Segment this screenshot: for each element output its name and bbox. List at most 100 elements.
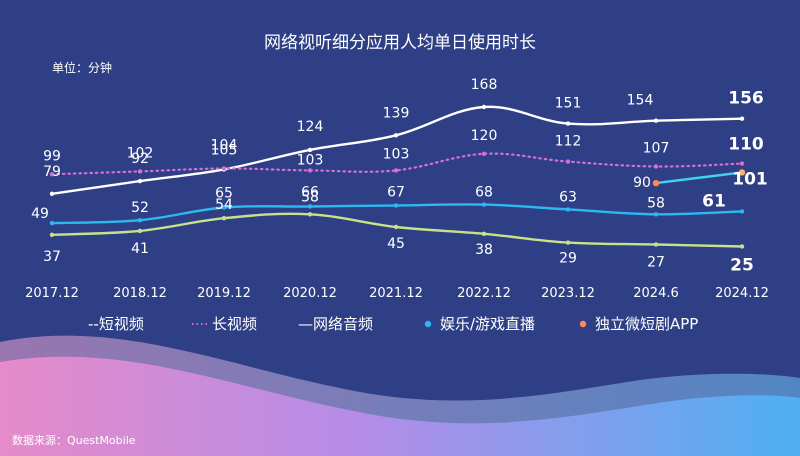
- data-label: 124: [297, 119, 324, 135]
- data-point: [137, 169, 143, 174]
- x-axis-ticks: 2017.12 2018.12 2019.12 2020.12 2021.12 2022.…: [25, 286, 769, 301]
- x-tick-label: 2018.12: [113, 286, 167, 301]
- legend-item: 独立微短剧APP: [579, 315, 698, 333]
- data-label: 38: [475, 242, 493, 258]
- data-label: 29: [559, 251, 577, 267]
- data-point: [739, 244, 745, 249]
- data-point: [393, 224, 399, 230]
- data-label: 67: [387, 185, 405, 201]
- data-label: 105: [211, 143, 238, 159]
- data-point: [49, 232, 55, 237]
- series-points: [49, 104, 746, 249]
- data-label: 168: [471, 77, 498, 93]
- data-point: [739, 209, 745, 214]
- data-point: [221, 166, 227, 171]
- data-point: [221, 216, 227, 221]
- data-point: [307, 204, 313, 209]
- x-tick-label: 2024.12: [715, 286, 769, 301]
- x-tick-label: 2019.12: [197, 286, 251, 301]
- data-label: 103: [297, 152, 324, 168]
- data-label: 66: [301, 185, 319, 201]
- x-tick-label: 2024.6: [633, 286, 679, 301]
- x-tick-label: 2023.12: [541, 286, 595, 301]
- data-label: 25: [730, 256, 754, 276]
- data-label: 58: [647, 195, 665, 211]
- data-label: 68: [475, 185, 493, 201]
- x-tick-label: 2021.12: [369, 286, 423, 301]
- data-label: 41: [131, 241, 149, 257]
- data-label: 58: [301, 189, 319, 205]
- data-point: [739, 161, 745, 166]
- data-point: [481, 151, 487, 156]
- data-label: 63: [559, 189, 577, 205]
- data-point: [307, 212, 313, 217]
- data-point: [565, 240, 571, 245]
- data-label: 65: [215, 186, 233, 202]
- series-line-1: [50, 152, 744, 176]
- data-point: [49, 220, 55, 226]
- data-label: 45: [387, 236, 405, 252]
- data-point: [137, 228, 143, 234]
- source-note: 数据来源：QuestMobile: [12, 434, 136, 447]
- data-label: 110: [728, 135, 764, 155]
- data-point: [221, 205, 227, 210]
- data-label: 90: [633, 175, 651, 191]
- data-label: 120: [471, 128, 498, 144]
- data-label: 151: [555, 96, 582, 112]
- data-label: 156: [728, 89, 764, 109]
- data-point: [565, 207, 571, 212]
- data-label: 104: [211, 137, 238, 153]
- legend-label: --短视频: [88, 315, 144, 333]
- data-label: 37: [43, 249, 61, 265]
- data-label: 112: [555, 134, 582, 150]
- data-label: 61: [702, 191, 726, 211]
- legend-label: —网络音频: [298, 315, 373, 333]
- data-point: [393, 203, 399, 208]
- data-label: 139: [383, 105, 410, 121]
- data-label: 101: [732, 169, 768, 189]
- data-label: 54: [215, 197, 233, 213]
- background-wave: [0, 335, 800, 456]
- x-tick-label: 2022.12: [457, 286, 511, 301]
- legend-label: 娱乐/游戏直播: [440, 315, 535, 333]
- chart-title: 网络视听细分应用人均单日使用时长: [264, 32, 536, 53]
- data-point: [653, 212, 659, 217]
- data-point: [49, 172, 55, 177]
- data-point: [652, 179, 660, 187]
- legend-label: 长视频: [212, 315, 257, 333]
- data-label: 154: [627, 93, 654, 109]
- legend-swatch: [424, 320, 432, 328]
- legend-item: 长视频: [192, 315, 257, 333]
- data-point: [393, 168, 399, 173]
- data-point: [565, 121, 571, 126]
- data-label: 79: [43, 164, 61, 180]
- x-tick-label: 2017.12: [25, 286, 79, 301]
- data-point: [565, 159, 571, 164]
- data-label: 52: [131, 200, 149, 216]
- data-point: [49, 191, 55, 196]
- legend-label: 独立微短剧APP: [595, 315, 698, 333]
- legend-item: 娱乐/游戏直播: [424, 315, 535, 333]
- data-point: [653, 118, 659, 123]
- data-point: [653, 164, 659, 169]
- data-point: [738, 169, 746, 176]
- series-line-4: [654, 171, 744, 185]
- data-point: [481, 231, 487, 236]
- x-tick-label: 2020.12: [283, 286, 337, 301]
- data-point: [393, 133, 399, 138]
- data-point: [307, 147, 313, 153]
- data-point: [137, 218, 143, 223]
- data-point: [739, 116, 745, 121]
- data-label: 107: [643, 141, 670, 157]
- data-label: 99: [43, 148, 61, 164]
- data-point: [481, 104, 487, 110]
- data-label: 102: [127, 145, 154, 161]
- data-point: [653, 242, 659, 247]
- data-label: 49: [31, 206, 49, 222]
- data-point: [137, 178, 143, 184]
- legend-item: --短视频: [88, 315, 144, 333]
- data-label: 103: [383, 146, 410, 162]
- legend-item: —网络音频: [298, 315, 373, 333]
- data-label: 92: [131, 151, 149, 167]
